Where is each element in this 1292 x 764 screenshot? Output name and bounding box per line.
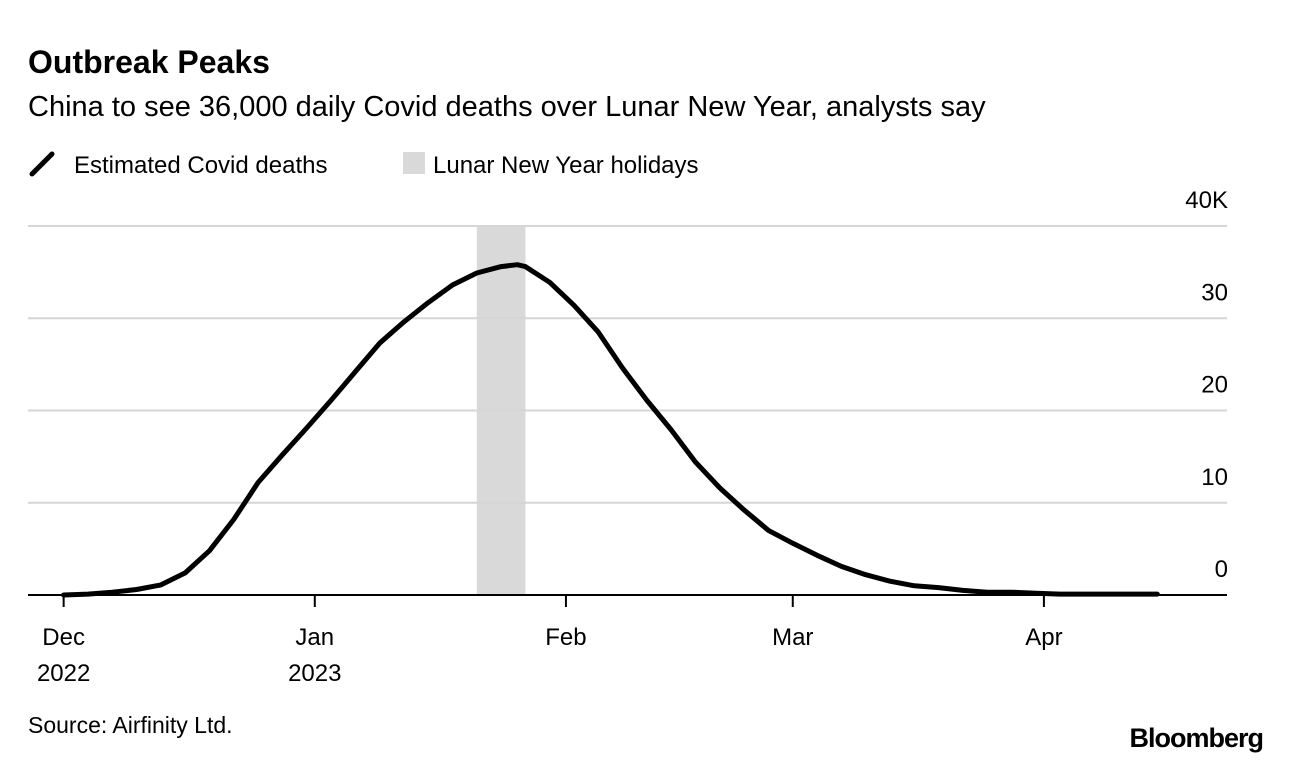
series-line — [61, 262, 1160, 598]
x-tick-label: Jan 2023 — [288, 624, 341, 687]
y-tick-label: 40K — [1185, 187, 1228, 214]
y-tick-label: 30 — [1201, 279, 1228, 306]
x-tick-label: Mar — [772, 624, 813, 651]
legend-line-icon — [29, 151, 55, 177]
y-tick-label: 10 — [1201, 464, 1228, 491]
brand-logo: Bloomberg — [1129, 723, 1263, 753]
legend-label: Lunar New Year holidays — [433, 152, 699, 179]
y-tick-label: 20 — [1201, 372, 1228, 399]
x-tick-label: Feb — [545, 624, 586, 651]
x-tick-label: Apr — [1025, 624, 1062, 651]
chart-title: Outbreak Peaks — [28, 44, 270, 80]
y-tick-label: 0 — [1215, 556, 1228, 583]
source: Source: Airfinity Ltd. — [28, 712, 233, 738]
legend-band-icon — [403, 152, 425, 174]
chart-subtitle: China to see 36,000 daily Covid deaths o… — [28, 91, 986, 123]
x-tick-label: Dec 2022 — [37, 624, 90, 687]
legend-label: Estimated Covid deaths — [74, 152, 327, 179]
